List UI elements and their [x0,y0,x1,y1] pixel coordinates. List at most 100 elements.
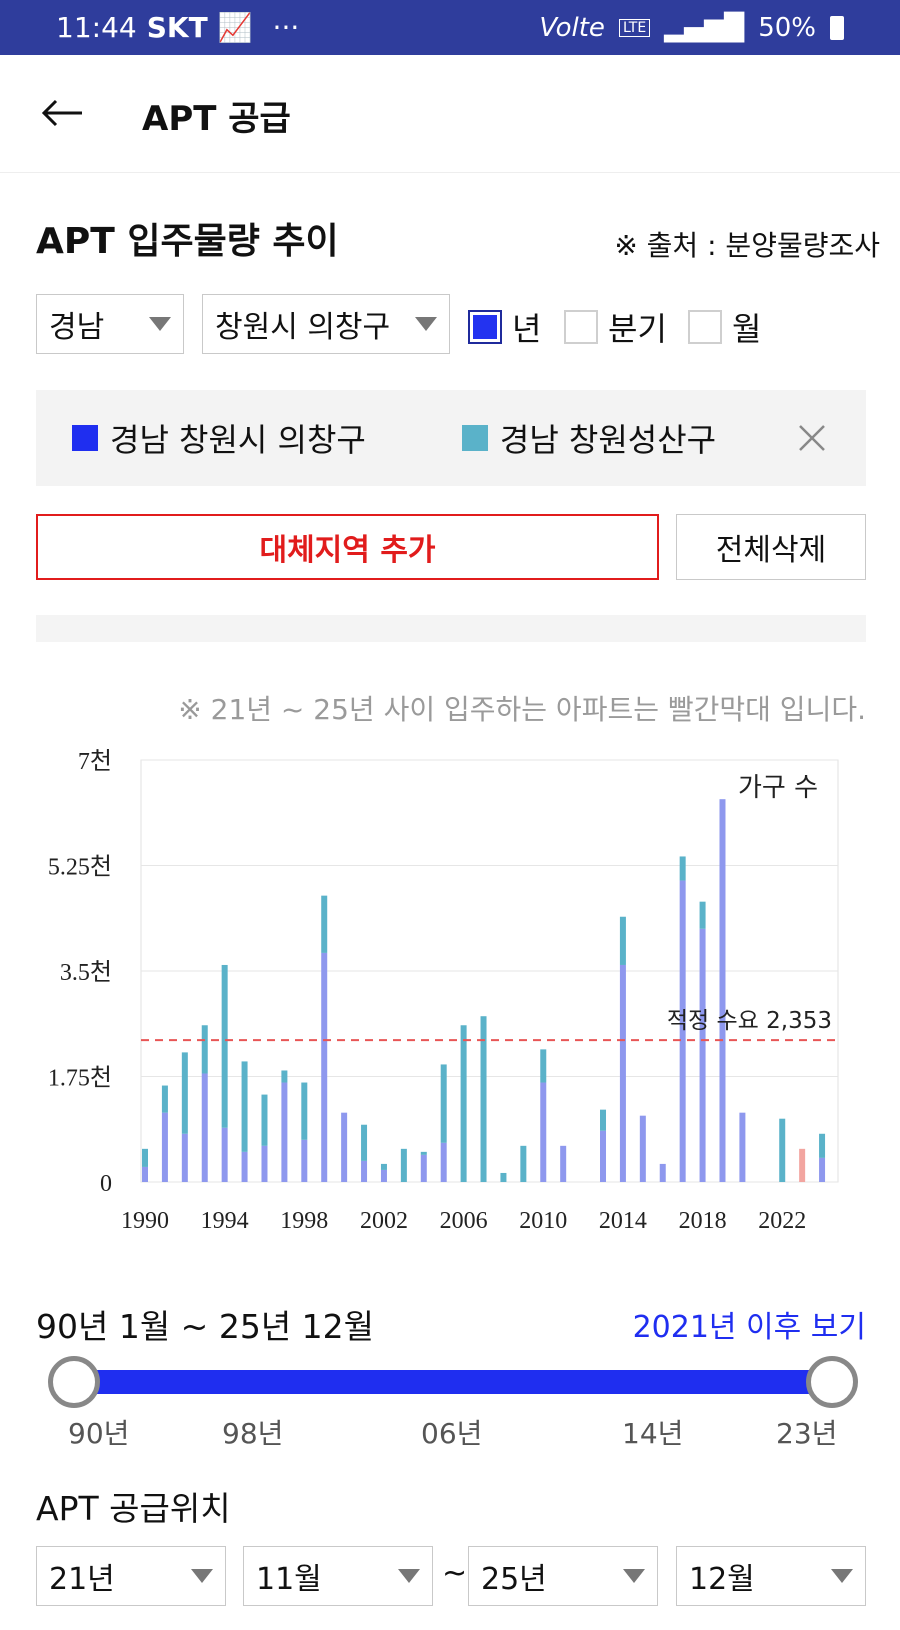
bar-uichang [739,1112,746,1182]
bar-seongsan [679,856,686,881]
chart-status-icon: 📈 [217,11,253,44]
end-year-select[interactable]: 25년 [468,1546,658,1606]
range-slider-start-handle[interactable] [48,1356,100,1408]
district-value: 창원시 의창구 [215,310,391,345]
delete-all-button[interactable]: 전체삭제 [676,514,866,580]
bar-uichang [321,952,328,1182]
more-notifications-icon: ··· [272,11,300,44]
x-tick-label: 1994 [201,1208,249,1234]
x-tick-label: 1990 [121,1208,169,1234]
range-tick-label: 14년 [622,1417,684,1450]
add-region-button[interactable]: 대체지역 추가 [36,514,659,580]
x-tick-label: 2014 [599,1208,647,1234]
y-axis-label: 가구 수 [738,773,818,803]
period-option-quarter[interactable]: 분기 [564,304,667,350]
bar-seongsan [600,1109,607,1131]
bar-seongsan [142,1148,148,1167]
bar-uichang [819,1157,826,1182]
bar-seongsan [819,1133,826,1158]
bar-uichang [600,1130,607,1182]
bar-uichang [560,1145,567,1182]
bar-seongsan [480,1016,487,1182]
bar-uichang [281,1082,288,1182]
range-slider-end-handle[interactable] [806,1356,858,1408]
status-time: 11:44 [56,11,137,44]
bar-seongsan [699,901,706,929]
bar-uichang [341,1112,348,1182]
divider [36,615,866,642]
period-option-label: 월 [732,310,762,348]
volte-indicator: Volte [539,12,605,43]
y-tick-label: 5.25천 [48,854,112,881]
legend-item: 경남 창원시 의창구 [72,415,366,461]
bar-uichang [420,1154,427,1182]
range-slider-track[interactable] [75,1370,855,1394]
bar-uichang [699,928,706,1182]
x-tick-label: 2006 [440,1208,488,1234]
battery-icon [830,15,844,40]
bar-seongsan [540,1049,547,1083]
view-after-2021-link[interactable]: 2021년 이후 보기 [632,1310,866,1345]
bar-seongsan [221,964,228,1128]
bar-seongsan [361,1124,368,1161]
bar-uichang [659,1163,666,1182]
x-tick-label: 2002 [360,1208,408,1234]
bar-seongsan [281,1070,288,1083]
dropdown-arrow-icon [831,1569,853,1583]
end-month-select[interactable]: 12월 [676,1546,866,1606]
bar-seongsan [420,1151,427,1155]
battery-text: 50% [758,12,816,43]
bar-uichang [241,1151,248,1182]
chart-note: ※ 21년 ~ 25년 사이 입주하는 아파트는 빨간막대 입니다. [178,693,866,726]
legend-label: 경남 창원성산구 [499,421,717,459]
y-tick-label: 0 [100,1171,112,1197]
end-year-value: 25년 [481,1562,547,1597]
range-separator: ~ [442,1556,468,1591]
source-note: ※ 출처 : 분양물량조사 [614,229,880,262]
range-tick-label: 98년 [222,1417,284,1450]
legend-swatch [461,425,488,451]
province-value: 경남 [49,310,105,345]
y-tick-label: 1.75천 [48,1065,112,1092]
bar-seongsan [161,1085,168,1113]
district-select[interactable]: 창원시 의창구 [202,294,450,354]
x-tick-label: 2022 [758,1208,806,1234]
back-button[interactable] [34,85,90,141]
bar-seongsan [181,1052,188,1134]
legend-item: 경남 창원성산구 [461,415,717,461]
legend-bar: 경남 창원시 의창구 경남 창원성산구 [36,390,866,486]
province-select[interactable]: 경남 [36,294,184,354]
status-bar: 11:44 SKT 📈 ··· Volte LTE ▂▄▆█ 50% [0,0,900,55]
dropdown-arrow-icon [415,317,437,331]
bar-seongsan [440,1064,447,1143]
checkbox-icon[interactable] [564,310,598,344]
x-tick-label: 1998 [280,1208,328,1234]
back-arrow-icon [41,99,82,127]
bar-seongsan [779,1118,786,1182]
bar-uichang [201,1073,208,1182]
bar-uichang [221,1127,228,1182]
bar-uichang [679,880,686,1182]
range-text: 90년 1월 ~ 25년 12월 [36,1307,375,1346]
close-icon [799,425,825,451]
bar-uichang [619,964,626,1182]
supply-chart: 0 1.75천 3.5천 5.25천 7천 1990 1994 1998 2002 2006 201… [48,748,839,1234]
bar-uichang [161,1112,168,1182]
checkbox-icon[interactable] [688,310,722,344]
period-option-year[interactable]: 년 [468,304,541,350]
app-header: APT 공급 [0,55,900,173]
x-tick-label: 2010 [519,1208,567,1234]
status-carrier: SKT [146,11,208,44]
bar-seongsan [500,1172,507,1182]
bar-uichang [440,1142,447,1182]
range-tick-label: 90년 [68,1417,130,1450]
x-tick-label: 2018 [679,1208,727,1234]
bar-uichang [261,1145,268,1182]
start-year-select[interactable]: 21년 [36,1546,226,1606]
bar-uichang [142,1166,148,1182]
remove-region-button[interactable] [794,420,830,456]
bar-seongsan [321,895,328,953]
start-month-select[interactable]: 11월 [243,1546,433,1606]
period-option-month[interactable]: 월 [688,304,761,350]
checkbox-icon[interactable] [468,310,502,344]
